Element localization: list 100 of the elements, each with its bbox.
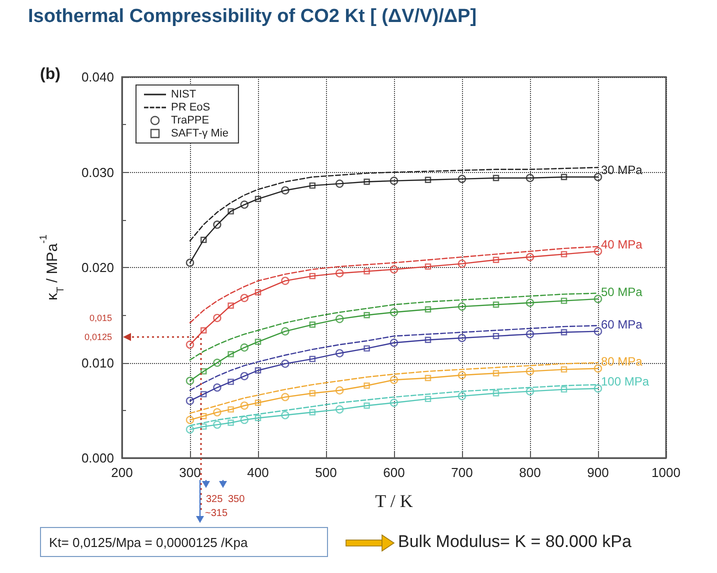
point (560, 329, 568, 336)
x-tick-label: 300 (179, 465, 201, 480)
point (424, 306, 432, 313)
point (390, 376, 398, 384)
x-tick-label: 400 (247, 465, 269, 480)
x-tick-label: 500 (315, 465, 337, 480)
text: Bulk Modulus= K = 80.000 kPa (398, 532, 632, 552)
point (336, 314, 344, 324)
point (594, 364, 602, 373)
point (526, 367, 534, 376)
point (213, 220, 222, 229)
point (336, 405, 344, 414)
legend-label: PR EoS (171, 102, 210, 114)
point (390, 398, 398, 407)
point (240, 343, 248, 352)
point (281, 411, 290, 420)
point (364, 345, 370, 352)
point (594, 294, 602, 304)
point (228, 302, 234, 309)
point (281, 392, 290, 402)
annotation: 40 MPa (601, 237, 643, 252)
legend-label: SAFT-γ Mie (171, 128, 228, 140)
point (364, 268, 370, 274)
point (240, 372, 248, 380)
annotation: 80 MPa (601, 354, 643, 368)
point (228, 351, 234, 358)
point (390, 265, 398, 274)
x-axis-title: T / K (375, 491, 413, 511)
y-tick-label: 0.020 (81, 260, 114, 275)
point (281, 186, 290, 194)
line-series (189, 362, 599, 414)
point (424, 176, 432, 183)
annotation: 100 MPa (601, 374, 650, 388)
point (458, 392, 466, 400)
point (228, 378, 234, 385)
point (424, 396, 432, 402)
point (560, 298, 568, 304)
point (526, 330, 534, 338)
point (200, 368, 207, 374)
point (526, 252, 534, 262)
point (309, 409, 316, 416)
x-tick-label: 900 (587, 465, 609, 480)
point (240, 200, 248, 209)
point (560, 174, 568, 180)
point (560, 386, 568, 393)
point (281, 276, 290, 285)
point (186, 340, 194, 349)
x-tick-label: 1000 (652, 465, 680, 480)
point (458, 334, 466, 342)
point (424, 263, 432, 270)
text: 350 (228, 494, 245, 506)
point (458, 174, 466, 184)
point (458, 260, 466, 268)
point (186, 376, 194, 385)
point (213, 383, 222, 392)
point (424, 374, 432, 382)
point (492, 174, 500, 182)
point (336, 269, 344, 278)
point (492, 332, 500, 340)
point (492, 370, 500, 376)
point (390, 176, 398, 185)
point (254, 338, 262, 345)
text: ~315 (205, 508, 228, 520)
point (200, 412, 207, 420)
point (492, 390, 500, 396)
y-tick-label: 0.040 (81, 70, 114, 84)
point (309, 272, 316, 280)
y-tick-label: 0.000 (81, 450, 114, 466)
x-tick-label: 200 (111, 465, 133, 480)
point (281, 327, 290, 336)
point (364, 312, 370, 318)
point (492, 256, 500, 263)
point (240, 402, 248, 410)
line-series (189, 325, 599, 391)
point (390, 308, 398, 316)
point (424, 336, 432, 343)
point (186, 396, 194, 405)
point (213, 314, 222, 322)
point (254, 400, 262, 406)
point (240, 294, 248, 302)
text: 0,0125 (84, 331, 112, 343)
point (594, 327, 602, 336)
point (560, 366, 568, 373)
point (594, 172, 602, 182)
annotation: 50 MPa (601, 284, 643, 299)
point (254, 289, 262, 296)
point (560, 251, 568, 258)
text: (b) (40, 66, 60, 84)
point (526, 387, 534, 396)
point (200, 423, 207, 430)
x-tick-label: 800 (519, 465, 541, 480)
point (336, 180, 344, 188)
point (309, 322, 316, 328)
point (594, 384, 602, 393)
point (254, 196, 262, 202)
x-tick-label: 600 (383, 465, 405, 480)
point (240, 416, 248, 424)
point (309, 182, 316, 189)
point (228, 406, 234, 413)
point (390, 338, 398, 347)
